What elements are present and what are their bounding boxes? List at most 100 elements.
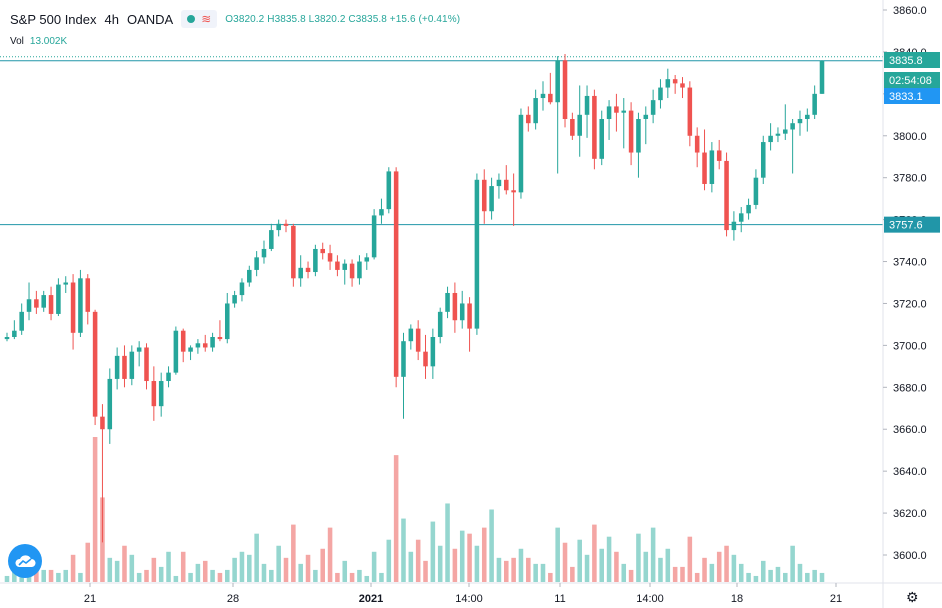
- price-tags: 3835.8 02:54:08 3833.1 3757.6: [884, 52, 940, 233]
- candle-body: [481, 179, 487, 212]
- volume-bar: [342, 560, 348, 582]
- candle-body: [320, 248, 325, 254]
- price-tick-label: 3620.0: [893, 508, 927, 520]
- volume-bar: [415, 539, 421, 582]
- volume-bar: [474, 545, 480, 582]
- candlesticks: [4, 54, 825, 543]
- volume-bar: [650, 527, 656, 582]
- candle-body: [474, 179, 480, 329]
- volume-bar: [180, 551, 186, 582]
- candle-body: [136, 347, 142, 352]
- change-value: +15.6 (+0.41%): [389, 13, 461, 25]
- volume-bar: [658, 557, 663, 582]
- candle-body: [349, 263, 355, 279]
- candle-body: [452, 292, 458, 321]
- price-tick-label: 3640.0: [893, 466, 927, 478]
- candle-body: [665, 79, 671, 88]
- time-tick-label: 2021: [359, 593, 383, 605]
- level-price-tag: 3757.6: [889, 220, 923, 232]
- level-price-tag-bg: [884, 216, 940, 233]
- volume-bar: [746, 572, 751, 582]
- last-price-tag: 3835.8: [889, 55, 923, 67]
- candle-body: [599, 119, 605, 159]
- countdown-tag: 02:54:08: [889, 75, 932, 87]
- time-axis[interactable]: 21 28 2021 14:00 11 14:00 18 21: [0, 582, 942, 605]
- candle-body: [584, 95, 590, 115]
- candle-body: [276, 223, 281, 231]
- tradingview-cloud-icon[interactable]: [8, 544, 42, 578]
- volume-bar: [41, 569, 46, 582]
- ohlc-values: O3820.2 H3835.8 L3820.2 C3835.8 +15.6 (+…: [225, 14, 460, 25]
- volume-bar: [467, 533, 472, 582]
- volume-bar: [775, 566, 781, 582]
- volume-bar: [724, 545, 729, 582]
- volume-bar: [364, 575, 370, 582]
- horizontal-levels[interactable]: [0, 56, 883, 226]
- candle-body: [56, 284, 61, 314]
- volume-bar: [144, 569, 149, 582]
- interval-label[interactable]: 4h: [104, 11, 119, 27]
- candle-body: [41, 295, 46, 308]
- candle-body: [305, 267, 311, 273]
- candle-body: [614, 106, 619, 113]
- candle-body: [459, 303, 465, 321]
- candle-body: [724, 160, 729, 231]
- volume-bar: [452, 548, 458, 582]
- volume-label[interactable]: Vol: [10, 36, 24, 47]
- volume-bar: [320, 548, 325, 582]
- candle-body: [85, 278, 91, 312]
- volume-bar: [224, 569, 230, 582]
- candle-body: [592, 95, 597, 159]
- status-badge[interactable]: ≋: [181, 10, 218, 28]
- candle-body: [423, 351, 428, 367]
- candle-body: [180, 330, 186, 352]
- candle-body: [12, 330, 17, 337]
- candle-body: [760, 142, 766, 178]
- volume-bar: [636, 533, 641, 582]
- volume-bar: [56, 572, 61, 582]
- volume-bar: [78, 572, 83, 582]
- volume-bar: [621, 563, 627, 582]
- volume-bar: [158, 566, 164, 582]
- candle-body: [548, 93, 553, 103]
- volume-bar: [672, 566, 678, 582]
- price-tick-label: 3860.0: [893, 5, 927, 17]
- candle-body: [100, 416, 105, 430]
- low-value: 3820.2: [314, 13, 346, 25]
- volume-bar: [548, 572, 553, 582]
- candle-body: [526, 114, 531, 124]
- volume-legend: Vol 13.002K: [10, 36, 67, 47]
- price-tick-label: 3720.0: [893, 298, 927, 310]
- candle-body: [19, 311, 24, 331]
- candle-body: [202, 343, 208, 348]
- volume-bar: [327, 527, 333, 582]
- volume-bar: [709, 563, 715, 582]
- volume-bar: [511, 557, 516, 582]
- candle-body: [511, 190, 516, 193]
- candle-body: [401, 341, 406, 377]
- price-tick-label: 3600.0: [893, 550, 927, 562]
- volume-bar: [12, 569, 17, 582]
- volume-bar: [562, 542, 568, 582]
- candle-body: [122, 355, 127, 379]
- candle-body: [291, 225, 296, 279]
- candle-body: [364, 257, 370, 262]
- countdown-tag-bg: [884, 72, 940, 88]
- volume-bar: [518, 548, 524, 582]
- candle-body: [408, 328, 414, 342]
- volume-bar: [812, 569, 817, 582]
- volume-bar: [805, 572, 810, 582]
- candle-body: [489, 186, 494, 212]
- candle-body: [628, 110, 634, 153]
- candle-body: [716, 150, 722, 161]
- symbol-name[interactable]: S&P 500 Index: [10, 11, 97, 27]
- volume-bar: [570, 566, 575, 582]
- volume-bar: [276, 545, 281, 582]
- close-label: C: [348, 13, 356, 25]
- gear-icon[interactable]: ⚙: [906, 589, 919, 605]
- candle-body: [797, 119, 803, 124]
- volume-bar: [614, 551, 619, 582]
- volume-bar: [401, 518, 406, 582]
- volume-bar: [577, 539, 582, 582]
